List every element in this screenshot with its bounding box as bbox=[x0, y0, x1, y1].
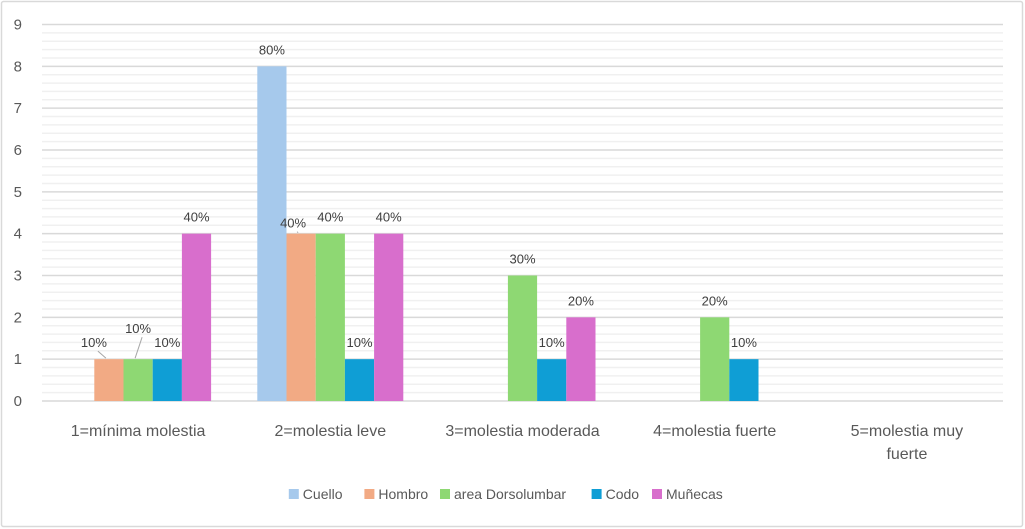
bar-muñecas bbox=[374, 233, 404, 401]
x-category-label: 4=molestia fuerte bbox=[653, 423, 776, 440]
data-label: 80% bbox=[259, 42, 285, 57]
y-tick-label: 4 bbox=[14, 226, 22, 243]
legend-label: Codo bbox=[606, 486, 640, 502]
data-label: 10% bbox=[346, 335, 372, 350]
leader-line bbox=[134, 337, 143, 359]
data-label: 20% bbox=[568, 293, 594, 308]
data-label: 10% bbox=[125, 321, 151, 336]
bar-codo bbox=[537, 359, 567, 401]
y-tick-label: 8 bbox=[14, 58, 22, 75]
x-category-label: 1=mínima molestia bbox=[71, 423, 206, 440]
y-tick-label: 1 bbox=[14, 351, 22, 368]
bar-muñecas bbox=[181, 233, 212, 401]
data-label: 10% bbox=[539, 335, 565, 350]
legend-label: Hombro bbox=[378, 486, 428, 502]
data-label: 10% bbox=[731, 335, 757, 350]
bar-codo bbox=[344, 359, 375, 401]
x-category-label: 3=molestia moderada bbox=[445, 423, 599, 440]
bar-area-dorsolumbar bbox=[123, 359, 153, 401]
y-tick-label: 3 bbox=[14, 268, 22, 285]
bar-area-dorsolumbar bbox=[507, 275, 538, 401]
bar-hombro bbox=[94, 359, 124, 401]
bar-hombro bbox=[286, 233, 316, 401]
data-label: 10% bbox=[81, 335, 107, 350]
legend-swatch bbox=[652, 489, 662, 499]
x-category-label: 2=molestia leve bbox=[274, 423, 386, 440]
legend-swatch bbox=[364, 489, 375, 499]
data-label: 20% bbox=[702, 293, 728, 308]
bar-codo bbox=[152, 359, 182, 401]
legend-swatch bbox=[591, 489, 602, 499]
legend-swatch bbox=[440, 489, 450, 499]
legend-label: Cuello bbox=[303, 486, 343, 502]
data-label: 40% bbox=[280, 216, 306, 231]
y-tick-label: 9 bbox=[14, 17, 22, 34]
bar-area-dorsolumbar bbox=[315, 233, 345, 401]
bar-area-dorsolumbar bbox=[700, 317, 730, 401]
leader-line bbox=[296, 231, 299, 234]
y-tick-label: 6 bbox=[14, 142, 22, 159]
data-label: 40% bbox=[183, 210, 209, 225]
data-label: 10% bbox=[154, 335, 180, 350]
legend-label: Muñecas bbox=[666, 486, 723, 502]
y-tick-label: 7 bbox=[14, 100, 22, 117]
x-category-label: fuerte bbox=[886, 446, 927, 463]
y-tick-label: 2 bbox=[14, 309, 22, 326]
y-tick-label: 5 bbox=[14, 184, 22, 201]
data-label: 40% bbox=[317, 210, 343, 225]
leader-line bbox=[97, 350, 107, 359]
y-tick-label: 0 bbox=[14, 393, 22, 410]
data-label: 30% bbox=[509, 252, 535, 267]
legend-swatch bbox=[288, 489, 299, 499]
legend-label: area Dorsolumbar bbox=[454, 486, 566, 502]
bar-cuello bbox=[257, 66, 287, 401]
x-category-label: 5=molestia muy bbox=[851, 423, 964, 440]
bar-muñecas bbox=[566, 317, 596, 401]
data-label: 40% bbox=[376, 210, 402, 225]
bar-codo bbox=[729, 359, 759, 401]
